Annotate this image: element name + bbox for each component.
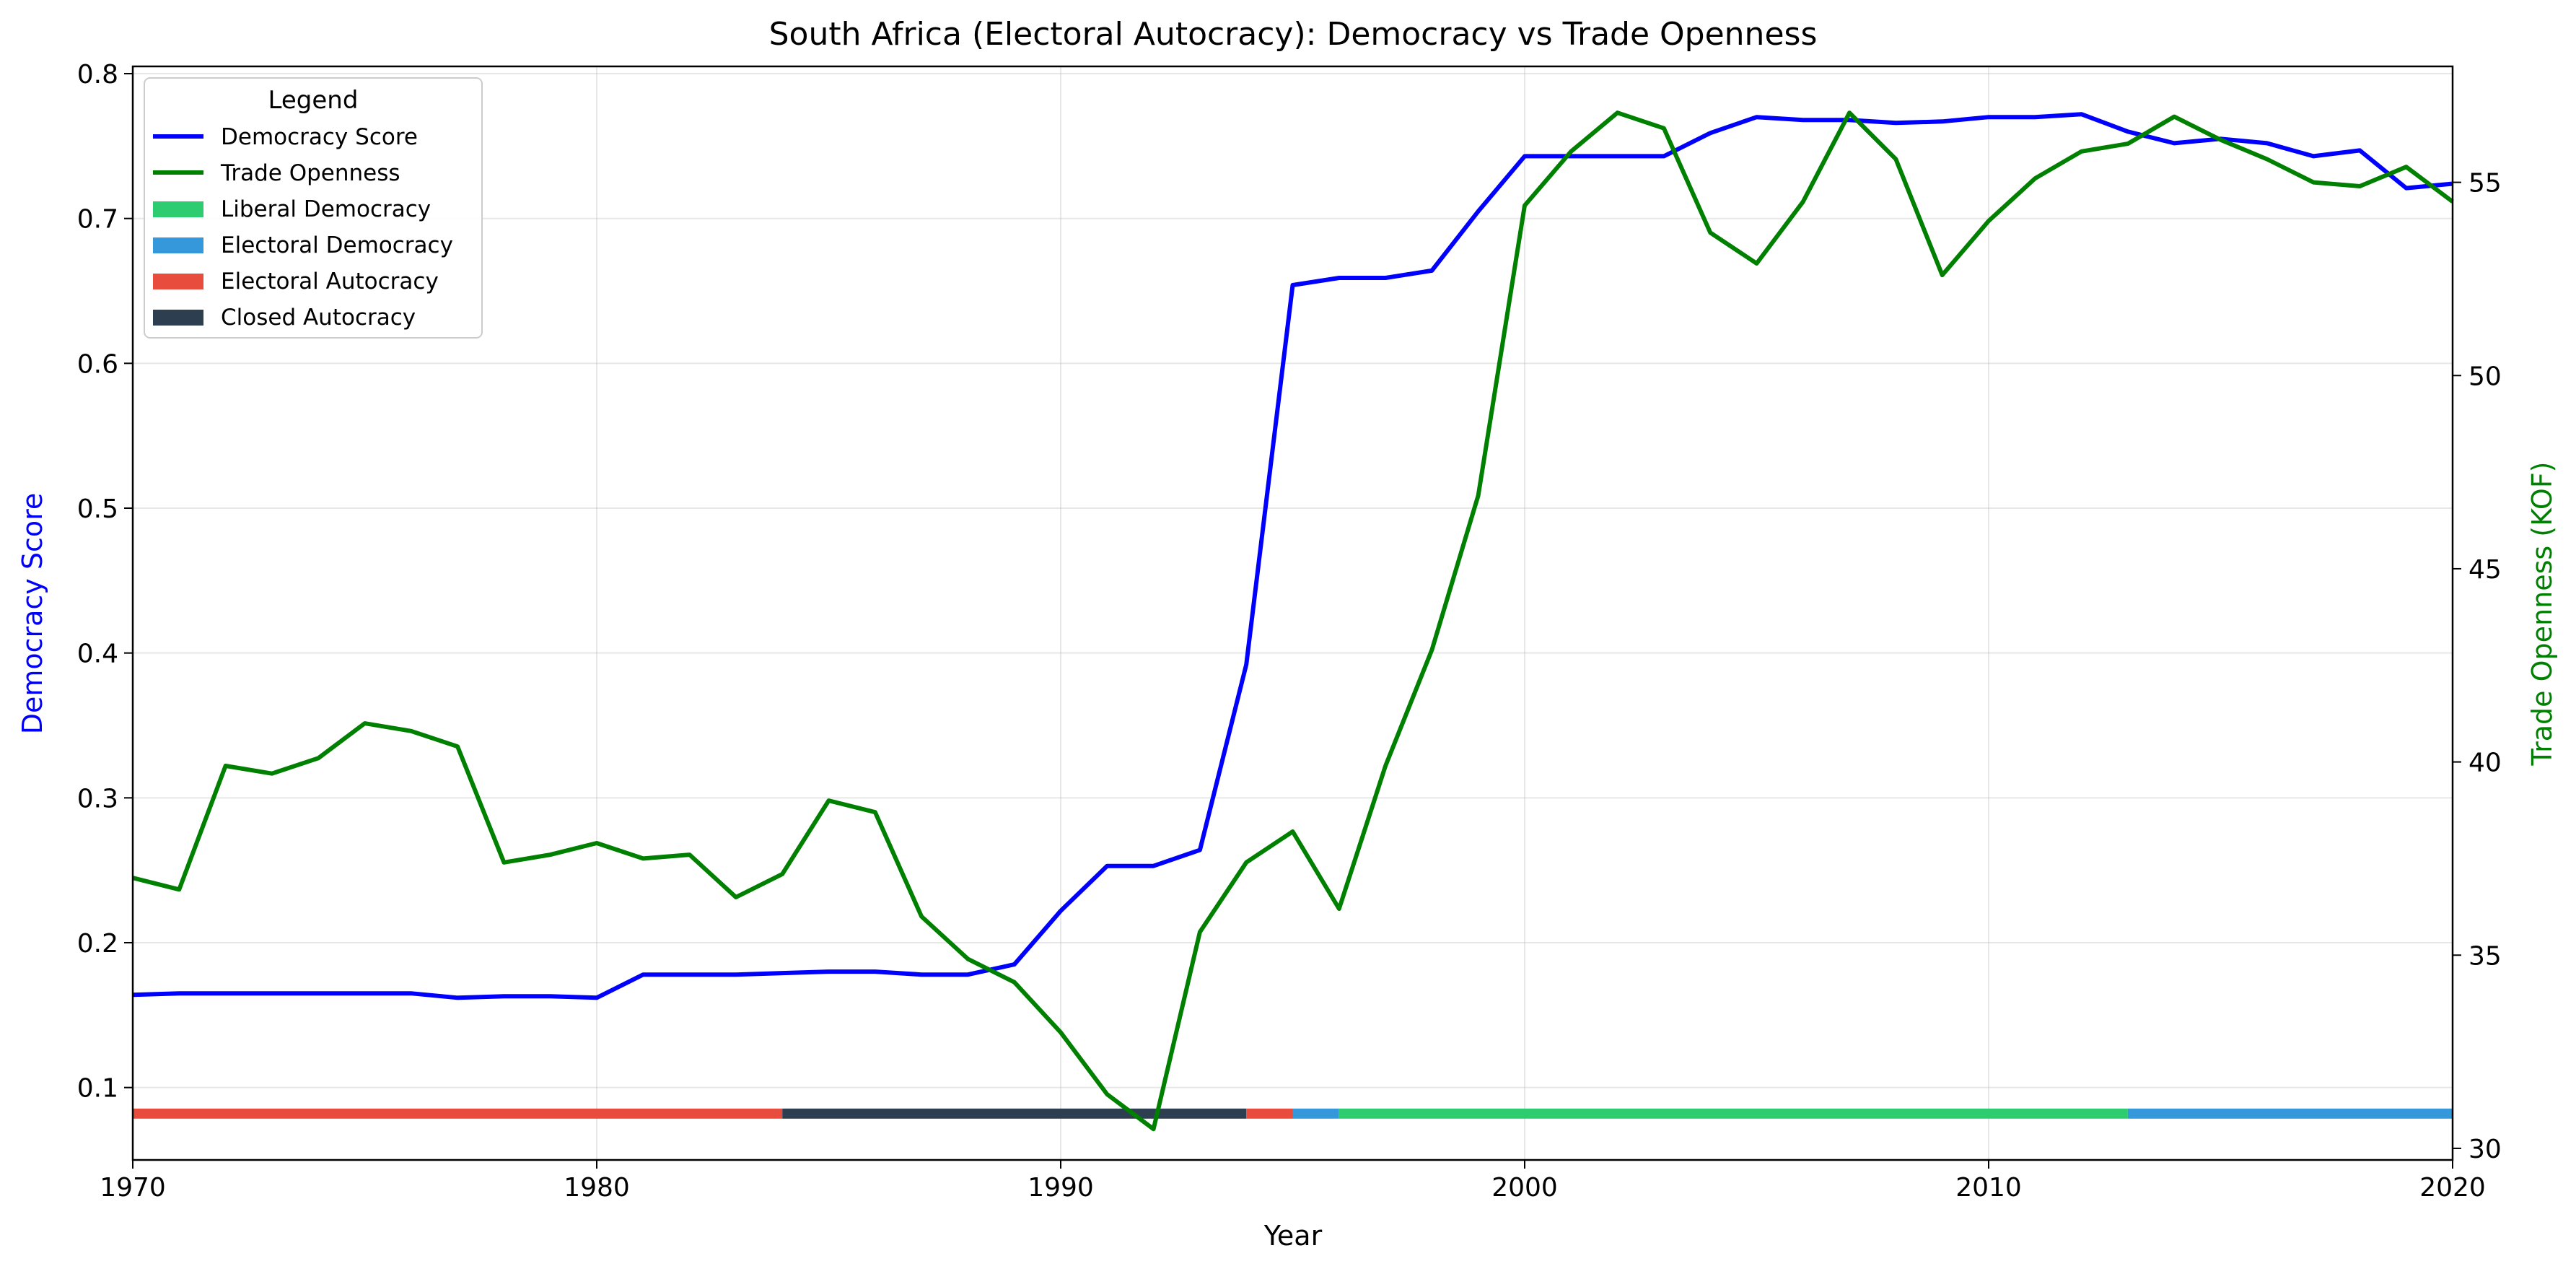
y-left-tick-label: 0.7 (77, 205, 118, 235)
y-right-tick-label: 30 (2468, 1135, 2502, 1164)
y-right-tick-label: 45 (2468, 555, 2502, 585)
y-left-tick-label: 0.8 (77, 60, 118, 90)
y-left-tick-label: 0.1 (77, 1074, 118, 1104)
x-axis-label: Year (1263, 1220, 1323, 1252)
regime-segment (1246, 1108, 1293, 1119)
regime-segment (133, 1108, 783, 1119)
legend-label-democracy-score: Democracy Score (221, 124, 418, 150)
legend-label-electoral-democracy: Electoral Democracy (221, 232, 453, 258)
legend-label-electoral-autocracy: Electoral Autocracy (221, 269, 439, 294)
x-tick-label: 1980 (564, 1173, 630, 1203)
chart-title: South Africa (Electoral Autocracy): Demo… (769, 16, 1818, 53)
x-tick-label: 2000 (1491, 1173, 1558, 1203)
grid (132, 66, 2453, 1160)
y-left-tick-label: 0.2 (77, 929, 118, 959)
legend-label-liberal-democracy: Liberal Democracy (221, 196, 431, 222)
x-tick-label: 2020 (2419, 1173, 2486, 1203)
x-tick-label: 1970 (100, 1173, 166, 1203)
legend-label-closed-autocracy: Closed Autocracy (221, 305, 416, 331)
regime-bar (133, 1108, 2453, 1119)
y-left-tick-label: 0.3 (77, 784, 118, 813)
x-tick-label: 1990 (1028, 1173, 1094, 1203)
democracy-score-line (132, 112, 2453, 1000)
x-tick-label: 2010 (1955, 1173, 2022, 1203)
y-axis-right-label: Trade Openness (KOF) (2526, 461, 2558, 766)
regime-segment (1292, 1108, 1339, 1119)
legend-label-trade-openness: Trade Openness (220, 160, 400, 186)
y-right-tick-label: 55 (2468, 169, 2502, 198)
y-axis-left-label: Democracy Score (17, 493, 48, 735)
plot-frame (131, 65, 2454, 1161)
y-right-tick-label: 40 (2468, 749, 2502, 778)
legend-title: Legend (268, 86, 359, 115)
regime-segment (2127, 1108, 2453, 1119)
regime-segment (1339, 1108, 2128, 1119)
y-left-tick-label: 0.5 (77, 494, 118, 524)
legend: Legend Democracy Score Trade Openness Liber… (144, 77, 483, 339)
trade-openness-line (132, 110, 2454, 1132)
regime-segment (782, 1108, 1247, 1119)
series (132, 110, 2454, 1132)
legend-box (144, 77, 483, 339)
axes: 1970 1980 1990 2000 2010 2020 0.1 0.2 0.3 0.4 0.5 0… (77, 60, 2502, 1203)
legend-swatch-liberal-democracy (153, 201, 203, 217)
y-left-tick-label: 0.6 (77, 349, 118, 379)
legend-swatch-electoral-autocracy (153, 274, 203, 289)
legend-swatch-closed-autocracy (153, 310, 203, 326)
y-right-tick-label: 50 (2468, 362, 2502, 391)
y-left-tick-label: 0.4 (77, 640, 118, 669)
y-right-tick-label: 35 (2468, 941, 2502, 971)
legend-swatch-electoral-democracy (153, 237, 203, 253)
